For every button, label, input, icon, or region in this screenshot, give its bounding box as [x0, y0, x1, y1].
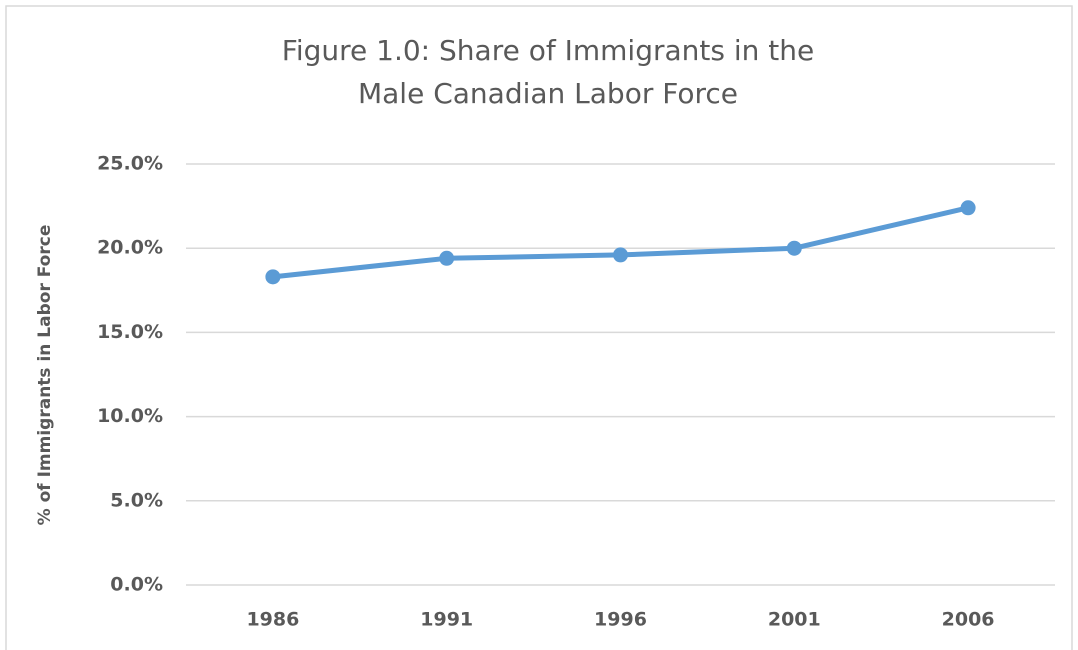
y-axis-label: % of Immigrants in Labor Force	[35, 225, 55, 526]
x-tick-label: 1986	[246, 609, 299, 631]
x-tick-label: 1991	[420, 609, 473, 631]
x-tick-label: 2001	[768, 609, 821, 631]
data-point	[960, 200, 976, 216]
x-tick-label: 1996	[594, 609, 647, 631]
data-point	[613, 247, 628, 263]
chart-title: Figure 1.0: Share of Immigrants in the	[282, 34, 814, 67]
x-tick-label: 2006	[942, 609, 995, 631]
y-tick-label: 25.0%	[97, 153, 163, 175]
chart-frame	[5, 5, 1073, 650]
y-tick-label: 20.0%	[97, 237, 163, 259]
y-tick-label: 5.0%	[110, 489, 163, 511]
data-point	[786, 240, 802, 256]
data-point	[265, 269, 281, 285]
chart-title: Male Canadian Labor Force	[358, 77, 738, 110]
y-tick-label: 15.0%	[97, 321, 163, 343]
data-point	[439, 250, 455, 266]
y-tick-label: 10.0%	[97, 405, 163, 427]
y-tick-label: 0.0%	[110, 574, 163, 596]
